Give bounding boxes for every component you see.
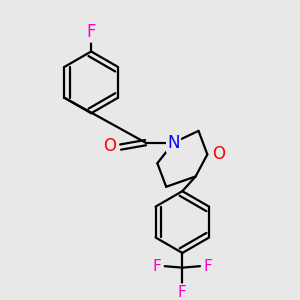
Text: F: F xyxy=(204,259,213,274)
Text: O: O xyxy=(212,146,225,164)
Text: F: F xyxy=(86,23,96,41)
Text: F: F xyxy=(178,285,187,300)
Text: F: F xyxy=(152,259,161,274)
Text: O: O xyxy=(103,136,116,154)
Text: N: N xyxy=(167,134,180,152)
